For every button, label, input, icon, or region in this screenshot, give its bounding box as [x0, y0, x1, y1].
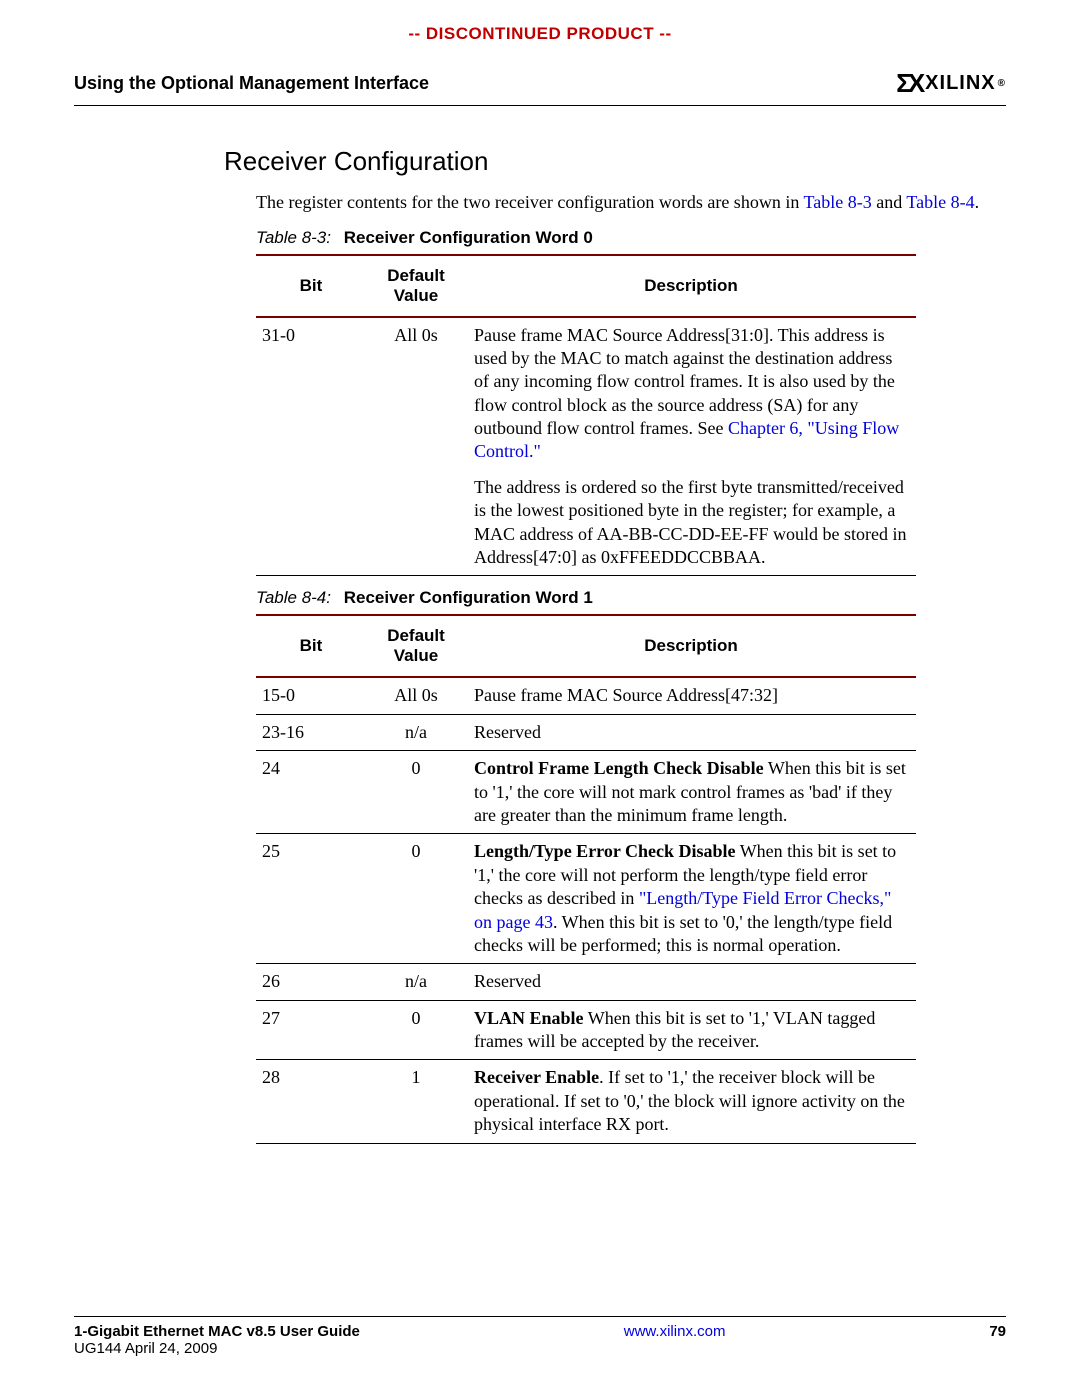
page-header: Using the Optional Management Interface … [74, 68, 1006, 106]
footer-doc-id: UG144 April 24, 2009 [74, 1340, 360, 1357]
cell-bit: 26 [256, 964, 366, 1000]
caption-label: Table 8-4: [256, 588, 331, 607]
cell-bit: 31-0 [256, 317, 366, 576]
table-row: 28 1 Receiver Enable. If set to '1,' the… [256, 1060, 916, 1143]
col-default: Default Value [366, 615, 466, 677]
cell-bit: 28 [256, 1060, 366, 1143]
cell-description: Control Frame Length Check Disable When … [466, 751, 916, 834]
intro-paragraph: The register contents for the two receiv… [256, 191, 1006, 214]
cell-description: VLAN Enable When this bit is set to '1,'… [466, 1000, 916, 1060]
page-footer: 1-Gigabit Ethernet MAC v8.5 User Guide U… [74, 1316, 1006, 1357]
footer-center: www.xilinx.com [624, 1323, 726, 1340]
caption-label: Table 8-3: [256, 228, 331, 247]
cell-description: Reserved [466, 964, 916, 1000]
section-heading: Receiver Configuration [224, 146, 1006, 177]
table-row: 31-0 All 0s Pause frame MAC Source Addre… [256, 317, 916, 576]
cell-description: Reserved [466, 714, 916, 750]
desc-bold: Length/Type Error Check Disable [474, 841, 736, 861]
desc-text-2: The address is ordered so the first byte… [474, 476, 908, 570]
cell-bit: 25 [256, 834, 366, 964]
caption-title: Receiver Configuration Word 0 [344, 228, 593, 247]
table-header-row: Bit Default Value Description [256, 255, 916, 317]
cell-bit: 24 [256, 751, 366, 834]
logo-text: XILINX [925, 72, 995, 95]
footer-left: 1-Gigabit Ethernet MAC v8.5 User Guide U… [74, 1323, 360, 1357]
desc-bold: Control Frame Length Check Disable [474, 758, 764, 778]
col-description: Description [466, 255, 916, 317]
cell-bit: 23-16 [256, 714, 366, 750]
desc-bold: VLAN Enable [474, 1008, 584, 1028]
discontinued-banner: -- DISCONTINUED PRODUCT -- [74, 24, 1006, 44]
cell-default: n/a [366, 964, 466, 1000]
table-row: 25 0 Length/Type Error Check Disable Whe… [256, 834, 916, 964]
table-row: 15-0 All 0s Pause frame MAC Source Addre… [256, 677, 916, 714]
logo-reg: ® [998, 78, 1006, 89]
table-8-3-caption: Table 8-3: Receiver Configuration Word 0 [256, 228, 1006, 248]
cell-default: All 0s [366, 317, 466, 576]
cell-default: n/a [366, 714, 466, 750]
col-description: Description [466, 615, 916, 677]
caption-title: Receiver Configuration Word 1 [344, 588, 593, 607]
footer-link-xilinx[interactable]: www.xilinx.com [624, 1323, 726, 1340]
intro-text: The register contents for the two receiv… [256, 192, 804, 212]
xilinx-logo: ΣX XILINX ® [896, 68, 1006, 99]
col-bit: Bit [256, 255, 366, 317]
intro-mid: and [872, 192, 907, 212]
cell-default: 1 [366, 1060, 466, 1143]
cell-description: Length/Type Error Check Disable When thi… [466, 834, 916, 964]
desc-bold: Receiver Enable [474, 1067, 599, 1087]
table-header-row: Bit Default Value Description [256, 615, 916, 677]
cell-description: Receiver Enable. If set to '1,' the rece… [466, 1060, 916, 1143]
cell-bit: 27 [256, 1000, 366, 1060]
cell-default: 0 [366, 751, 466, 834]
table-8-4-caption: Table 8-4: Receiver Configuration Word 1 [256, 588, 1006, 608]
table-row: 23-16 n/a Reserved [256, 714, 916, 750]
cell-description: Pause frame MAC Source Address[47:32] [466, 677, 916, 714]
logo-x-icon: ΣX [896, 68, 921, 99]
footer-doc-title: 1-Gigabit Ethernet MAC v8.5 User Guide [74, 1323, 360, 1340]
page-number: 79 [989, 1323, 1006, 1340]
col-default: Default Value [366, 255, 466, 317]
table-row: 24 0 Control Frame Length Check Disable … [256, 751, 916, 834]
cell-default: 0 [366, 1000, 466, 1060]
cell-default: All 0s [366, 677, 466, 714]
header-title: Using the Optional Management Interface [74, 73, 429, 94]
link-table-8-4[interactable]: Table 8-4 [906, 192, 974, 212]
col-bit: Bit [256, 615, 366, 677]
table-row: 26 n/a Reserved [256, 964, 916, 1000]
table-8-3: Bit Default Value Description 31-0 All 0… [256, 254, 916, 577]
cell-description: Pause frame MAC Source Address[31:0]. Th… [466, 317, 916, 576]
link-table-8-3[interactable]: Table 8-3 [804, 192, 872, 212]
cell-bit: 15-0 [256, 677, 366, 714]
intro-post: . [975, 192, 980, 212]
cell-default: 0 [366, 834, 466, 964]
table-8-4: Bit Default Value Description 15-0 All 0… [256, 614, 916, 1143]
table-row: 27 0 VLAN Enable When this bit is set to… [256, 1000, 916, 1060]
